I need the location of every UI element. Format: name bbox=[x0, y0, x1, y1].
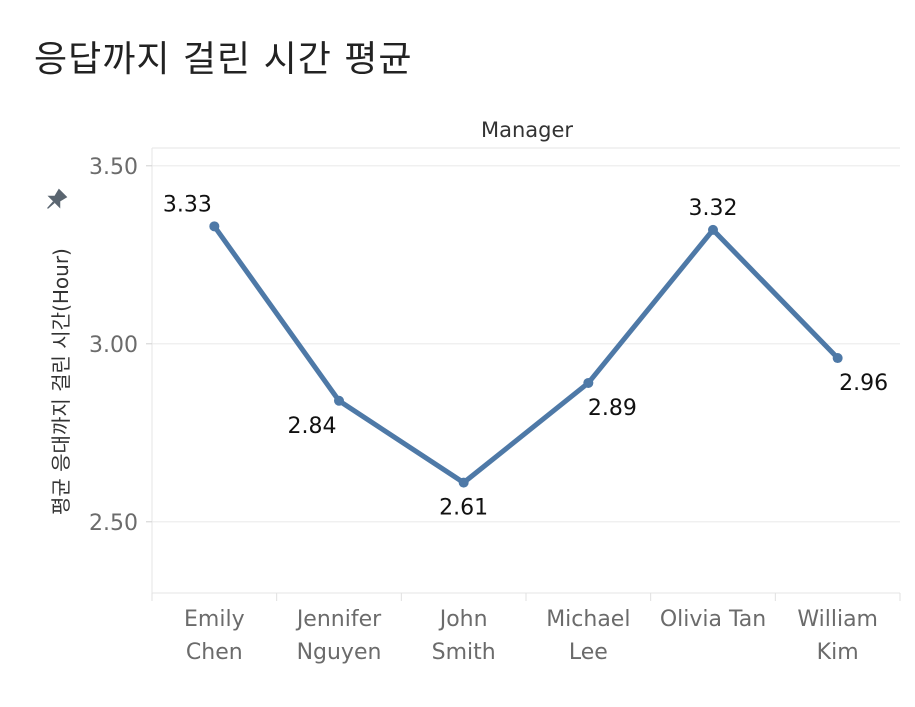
data-label: 3.33 bbox=[163, 192, 212, 217]
series-line bbox=[214, 226, 837, 482]
x-tick-label: Olivia Tan bbox=[660, 607, 766, 632]
data-point bbox=[833, 353, 843, 363]
data-label: 2.96 bbox=[839, 371, 888, 396]
data-label: 3.32 bbox=[689, 196, 738, 221]
series-line-path bbox=[214, 226, 837, 482]
data-label: 2.89 bbox=[588, 396, 637, 421]
x-tick-labels: Emily Chen Jennifer Nguyen John Smith Michael L… bbox=[184, 607, 878, 665]
x-tick-label: Michael Lee bbox=[546, 607, 630, 665]
y-tick-label: 3.50 bbox=[89, 155, 138, 180]
data-labels: 3.33 2.84 2.61 2.89 3.32 2.96 bbox=[163, 192, 888, 520]
x-tick-label: William Kim bbox=[797, 607, 878, 665]
x-tick-label: Emily Chen bbox=[184, 607, 245, 665]
x-tick-label: Jennifer Nguyen bbox=[295, 607, 382, 665]
y-tick-label: 3.00 bbox=[89, 333, 138, 358]
x-tick-label: John Smith bbox=[432, 607, 496, 665]
data-label: 2.84 bbox=[288, 414, 337, 439]
data-point bbox=[334, 396, 344, 406]
pin-icon[interactable] bbox=[41, 187, 69, 215]
axes bbox=[146, 148, 900, 601]
data-point bbox=[459, 478, 469, 488]
y-tick-label: 2.50 bbox=[89, 511, 138, 536]
data-point bbox=[209, 221, 219, 231]
column-header: Manager bbox=[481, 118, 573, 142]
grid bbox=[152, 166, 900, 522]
data-point bbox=[708, 225, 718, 235]
y-axis-label: 평균 응대까지 걸린 시간(Hour) bbox=[49, 248, 73, 515]
data-label: 2.61 bbox=[439, 496, 488, 521]
y-tick-labels: 3.50 3.00 2.50 bbox=[89, 155, 138, 536]
data-point bbox=[583, 378, 593, 388]
